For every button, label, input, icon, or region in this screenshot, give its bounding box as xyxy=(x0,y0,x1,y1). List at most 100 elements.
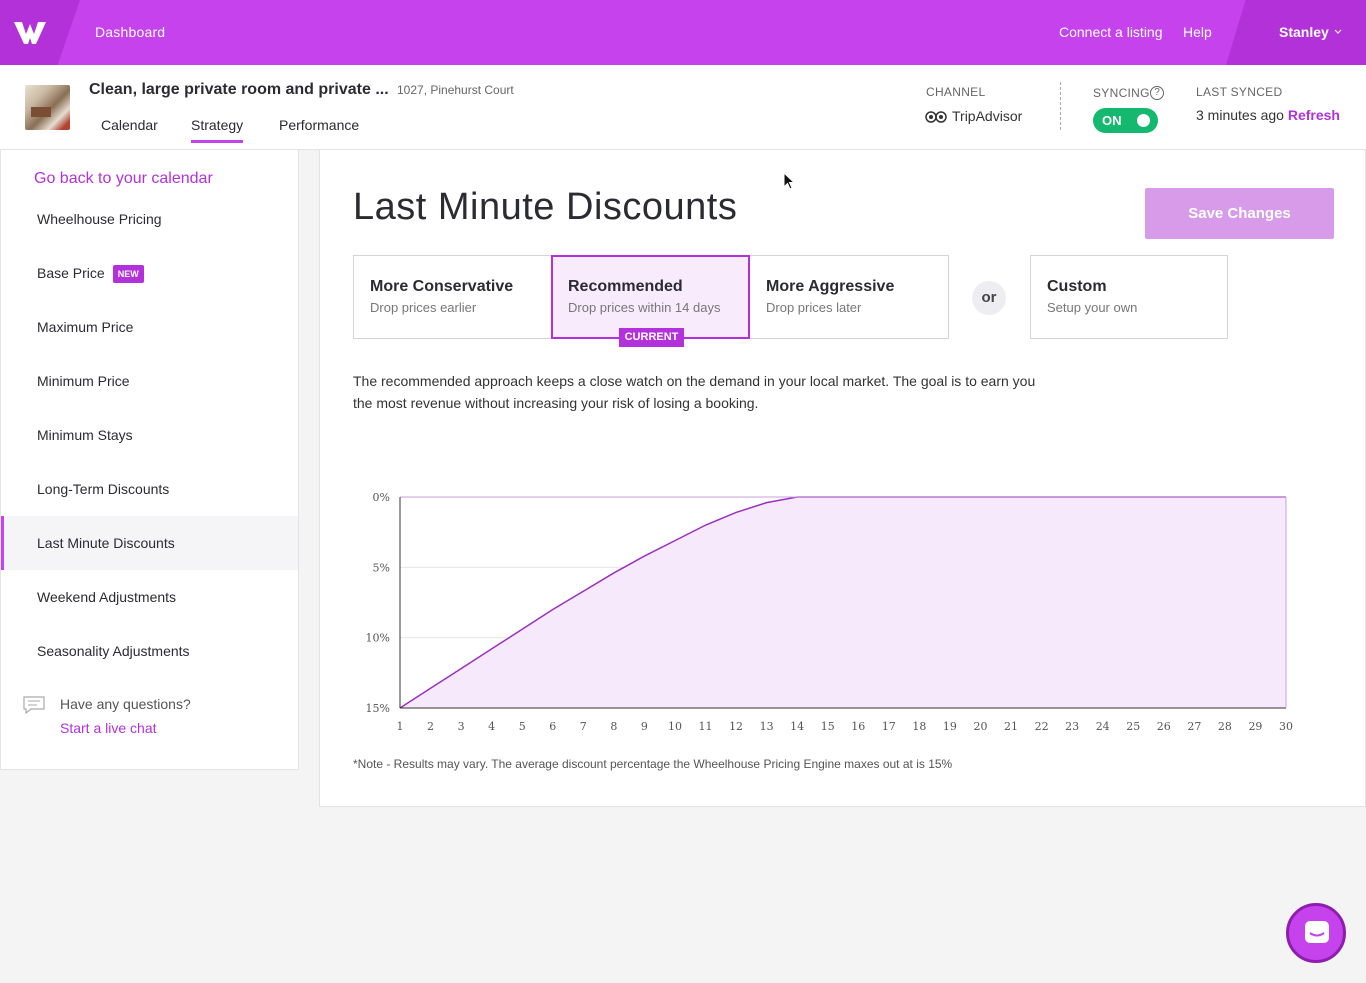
tab-strategy[interactable]: Strategy xyxy=(191,117,244,143)
option-recommended[interactable]: Recommended Drop prices within 14 days xyxy=(551,255,750,339)
x-tick-label: 25 xyxy=(1126,720,1140,733)
results-note: *Note - Results may vary. The average di… xyxy=(353,757,953,771)
sidebar-item-label: Weekend Adjustments xyxy=(37,589,177,605)
sidebar-item-seasonality-adjustments[interactable]: Seasonality Adjustments xyxy=(1,624,298,678)
or-separator: or xyxy=(972,281,1006,315)
chat-launcher-button[interactable] xyxy=(1286,903,1346,963)
chevron-down-icon[interactable] xyxy=(1334,28,1342,36)
y-tick-label: 0% xyxy=(373,491,390,504)
header-divider xyxy=(1060,82,1061,130)
refresh-link[interactable]: Refresh xyxy=(1287,107,1340,123)
tab-performance[interactable]: Performance xyxy=(279,117,360,133)
sidebar-item-minimum-stays[interactable]: Minimum Stays xyxy=(1,408,298,462)
sidebar-item-label: Base Price xyxy=(37,265,105,281)
channel-name: TripAdvisor xyxy=(952,108,1023,124)
help-link[interactable]: Help xyxy=(1183,24,1212,40)
sidebar-item-label: Wheelhouse Pricing xyxy=(37,211,162,227)
wheelhouse-logo-icon xyxy=(14,22,46,44)
x-tick-label: 4 xyxy=(488,720,495,733)
x-tick-label: 21 xyxy=(1004,720,1018,733)
x-tick-label: 28 xyxy=(1218,720,1232,733)
last-synced-time: 3 minutes ago xyxy=(1196,107,1284,123)
sidebar-item-label: Minimum Price xyxy=(37,373,130,389)
sidebar-item-long-term-discounts[interactable]: Long-Term Discounts xyxy=(1,462,298,516)
chat-bubble-icon xyxy=(23,696,45,714)
y-tick-label: 10% xyxy=(366,632,390,645)
sidebar-item-label: Seasonality Adjustments xyxy=(37,643,190,659)
tripadvisor-owl-icon xyxy=(925,111,947,123)
x-tick-label: 11 xyxy=(699,720,713,733)
nav-dashboard-link[interactable]: Dashboard xyxy=(95,24,166,40)
last-synced-value: 3 minutes ago Refresh xyxy=(1196,107,1340,123)
discount-curve-chart: 0%5%10%15%1 2 3 4 5 6 7 8 9 10 11 12 13 14 15 16 17 18 19 2… xyxy=(366,491,1293,733)
toggle-knob xyxy=(1137,114,1150,127)
option-subtitle: Drop prices within 14 days xyxy=(568,300,721,315)
x-tick-label: 18 xyxy=(912,720,926,733)
option-title: Custom xyxy=(1047,278,1107,295)
option-subtitle: Setup your own xyxy=(1047,300,1138,315)
sidebar-item-last-minute-discounts[interactable]: Last Minute Discounts xyxy=(1,516,298,570)
live-chat-link[interactable]: Start a live chat xyxy=(60,720,157,736)
x-tick-label: 30 xyxy=(1279,720,1293,733)
area-fill xyxy=(400,497,1286,708)
x-tick-label: 19 xyxy=(943,720,957,733)
x-tick-label: 14 xyxy=(790,720,804,733)
top-navbar: Dashboard Connect a listing Help Stanley xyxy=(0,0,1366,65)
option-title: More Conservative xyxy=(370,278,514,295)
y-tick-label: 15% xyxy=(366,702,390,715)
y-tick-label: 5% xyxy=(373,561,390,574)
x-tick-label: 3 xyxy=(458,720,465,733)
syncing-label: SYNCING xyxy=(1093,86,1150,100)
sidebar-item-base-price[interactable]: Base Price NEW xyxy=(1,246,298,300)
strategy-sidebar: Go back to your calendar Wheelhouse Pric… xyxy=(0,150,299,770)
save-changes-button[interactable]: Save Changes xyxy=(1145,188,1334,239)
sidebar-item-label: Minimum Stays xyxy=(37,427,133,443)
x-tick-label: 15 xyxy=(821,720,835,733)
question-mark-icon[interactable]: ? xyxy=(1150,86,1164,100)
tab-calendar[interactable]: Calendar xyxy=(101,117,158,133)
new-badge: NEW xyxy=(112,265,144,284)
x-tick-label: 20 xyxy=(973,720,987,733)
sync-state-label: ON xyxy=(1102,113,1122,128)
listing-thumbnail[interactable] xyxy=(25,85,70,130)
chat-launcher-icon xyxy=(1305,921,1329,943)
x-tick-label: 24 xyxy=(1096,720,1110,733)
sidebar-item-wheelhouse-pricing[interactable]: Wheelhouse Pricing xyxy=(1,192,298,246)
listing-header: Clean, large private room and private ..… xyxy=(0,65,1366,150)
x-tick-label: 5 xyxy=(519,720,526,733)
x-tick-label: 29 xyxy=(1248,720,1262,733)
main-panel: Last Minute Discounts Save Changes More … xyxy=(319,150,1366,807)
sidebar-item-label: Long-Term Discounts xyxy=(37,481,170,497)
x-tick-label: 22 xyxy=(1035,720,1049,733)
sidebar-item-label: Maximum Price xyxy=(37,319,134,335)
option-custom[interactable]: Custom Setup your own xyxy=(1030,255,1228,339)
option-title: Recommended xyxy=(568,278,683,295)
back-to-calendar-link[interactable]: Go back to your calendar xyxy=(34,170,213,187)
mouse-cursor-icon xyxy=(783,172,795,190)
x-tick-label: 7 xyxy=(580,720,587,733)
x-tick-label: 13 xyxy=(760,720,774,733)
x-tick-label: 10 xyxy=(668,720,682,733)
page-title: Last Minute Discounts xyxy=(353,186,738,228)
sidebar-item-maximum-price[interactable]: Maximum Price xyxy=(1,300,298,354)
connect-listing-link[interactable]: Connect a listing xyxy=(1059,24,1163,40)
option-subtitle: Drop prices earlier xyxy=(370,300,477,315)
option-more-aggressive[interactable]: More Aggressive Drop prices later xyxy=(749,255,949,339)
option-more-conservative[interactable]: More Conservative Drop prices earlier xyxy=(353,255,552,339)
user-menu[interactable] xyxy=(1226,0,1366,65)
option-title: More Aggressive xyxy=(766,278,895,295)
listing-address: 1027, Pinehurst Court xyxy=(397,83,514,97)
x-tick-label: 2 xyxy=(427,720,434,733)
x-tick-label: 8 xyxy=(610,720,617,733)
x-tick-label: 12 xyxy=(729,720,743,733)
user-name[interactable]: Stanley xyxy=(1279,24,1329,40)
x-tick-label: 1 xyxy=(397,720,404,733)
sidebar-item-weekend-adjustments[interactable]: Weekend Adjustments xyxy=(1,570,298,624)
logo-container[interactable] xyxy=(0,0,80,65)
sidebar-item-minimum-price[interactable]: Minimum Price xyxy=(1,354,298,408)
sync-toggle[interactable]: ON xyxy=(1093,108,1158,133)
questions-text: Have any questions? xyxy=(60,696,191,712)
current-badge: CURRENT xyxy=(619,328,684,347)
x-tick-label: 6 xyxy=(549,720,556,733)
sidebar-item-label: Last Minute Discounts xyxy=(37,535,175,551)
